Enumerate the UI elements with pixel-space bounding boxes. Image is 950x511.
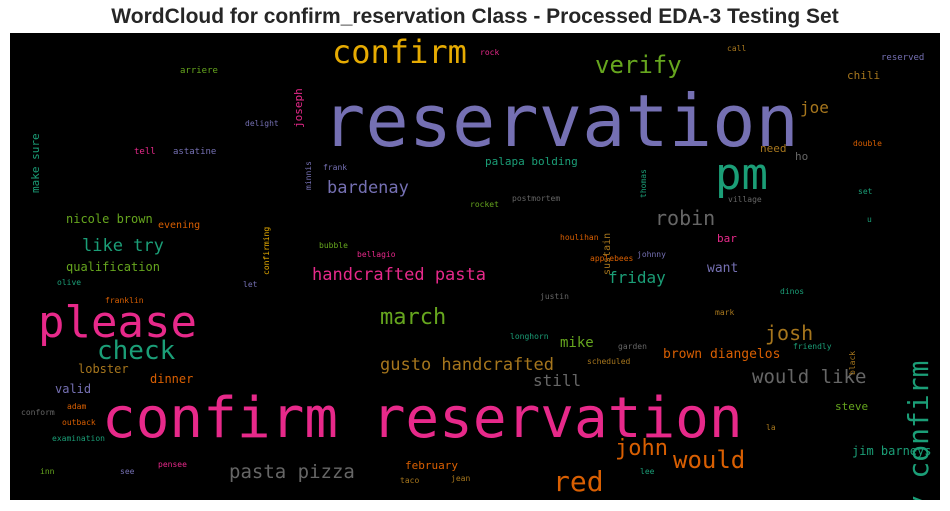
word-delight: delight [245,119,279,128]
word-chili: chili [847,69,881,82]
word-cloud: reservation confirm reservation please pm co… [10,33,940,500]
word-jean: jean [451,474,471,483]
word-minnis: minnis [304,161,313,190]
word-would: would [673,446,746,474]
word-houlihan: houlihan [560,233,599,242]
word-try-confirm: try confirm [902,360,935,500]
word-nicole-brown: nicole brown [66,212,153,226]
word-examination: examination [52,434,105,443]
word-dinner: dinner [150,372,194,386]
word-pm: pm [715,149,768,200]
word-la: la [766,423,776,432]
word-valid: valid [55,382,92,396]
word-brown-diangelos: brown diangelos [663,347,781,362]
word-frank: frank [323,163,348,172]
word-pasta-pizza: pasta pizza [229,461,355,483]
word-friendly: friendly [793,342,832,351]
word-want: want [707,261,739,276]
word-dinos: dinos [780,287,805,296]
word-tell: tell [134,147,156,157]
word-qualification: qualification [66,260,160,274]
word-conform: conform [21,408,55,417]
word-garden: garden [618,342,647,351]
word-mark: mark [715,308,735,317]
word-joe: joe [800,98,829,117]
word-double: double [853,139,882,148]
word-steve: steve [835,400,869,413]
word-bar: bar [717,232,737,245]
word-red: red [553,465,604,498]
word-john: john [615,436,668,461]
word-u: u [867,215,872,224]
word-village: village [728,195,762,204]
word-applebees: applebees [590,254,634,263]
word-reserved: reserved [881,53,925,63]
word-lobster: lobster [78,362,129,376]
word-call: call [727,44,747,53]
word-evening: evening [158,220,201,231]
word-longhorn: longhorn [510,332,549,341]
word-jim-barneys: jim barneys [852,444,932,458]
word-bardenay: bardenay [327,178,409,198]
word-thomas: thomas [639,169,648,198]
word-check: check [97,336,176,366]
word-gusto-handcrafted: gusto handcrafted [380,355,554,375]
word-taco: taco [400,476,420,485]
word-confirm-reservation: confirm reservation [102,386,743,451]
word-would-like: would like [752,366,867,388]
word-see: see [120,467,135,476]
word-let: let [243,280,258,289]
word-handcrafted-pasta: handcrafted pasta [312,265,486,285]
word-like-try: like try [82,236,164,256]
chart-title: WordCloud for confirm_reservation Class … [111,5,839,28]
word-still: still [533,371,582,390]
word-verify: verify [595,51,682,79]
word-robin: robin [655,206,716,230]
word-postmortem: postmortem [512,194,561,203]
word-february: february [405,459,458,472]
word-friday: friday [608,268,666,287]
word-palapa-bolding: palapa bolding [485,155,578,168]
word-astatine: astatine [173,147,217,157]
word-inn: inn [40,467,55,476]
word-justin: justin [540,292,569,301]
word-rock: rock [480,48,500,57]
word-arriere: arriere [180,66,218,76]
word-confirm: confirm [332,33,467,71]
word-pensee: pensee [158,460,187,469]
word-lee: lee [640,467,655,476]
word-scheduled: scheduled [587,357,631,366]
word-bubble: bubble [319,241,348,250]
word-mike: mike [560,335,594,351]
word-josh: josh [765,321,814,345]
word-ho: ho [795,150,809,163]
word-need: need [760,142,787,155]
word-outback: outback [62,418,96,427]
word-set: set [858,187,873,196]
word-please: please [38,297,197,348]
word-bellagio: bellagio [357,250,396,259]
word-johnny: johnny [637,250,666,259]
word-black: black [848,350,857,375]
word-make-sure: make sure [29,133,42,193]
word-franklin: franklin [105,296,144,305]
word-adam: adam [67,402,87,411]
word-olive: olive [57,278,82,287]
word-march: march [380,305,447,330]
word-joseph: joseph [292,88,305,128]
word-rocket: rocket [470,200,499,209]
word-confirming: confirming [262,226,271,275]
word-reservation: reservation [322,79,799,163]
